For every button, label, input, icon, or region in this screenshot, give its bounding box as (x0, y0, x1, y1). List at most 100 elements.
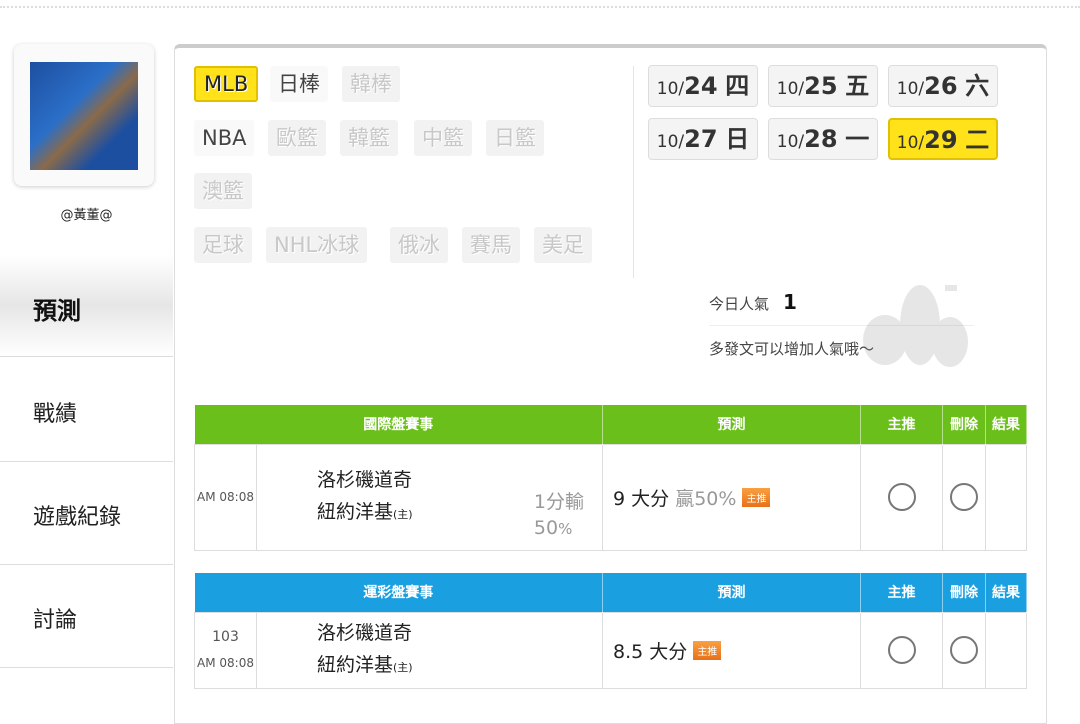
col-header: 國際盤賽事 (194, 405, 603, 444)
col-header: 運彩盤賽事 (194, 573, 603, 612)
popularity-value: 1 (783, 290, 797, 314)
top-border (0, 0, 1080, 8)
sidebar-item-discussion[interactable]: 討論 (0, 566, 173, 668)
teams: 洛杉磯道奇紐約洋基(主) (256, 611, 603, 689)
day: 28 (804, 125, 838, 153)
sport-button[interactable]: 日棒 (270, 66, 328, 102)
weekday: 六 (965, 72, 990, 100)
col-header: 預測 (602, 573, 861, 612)
table-row: 103 AM 08:08 洛杉磯道奇紐約洋基(主) 8.5 大分 主推 (194, 611, 1027, 689)
divider (633, 66, 634, 278)
prediction-text: 8.5 大分 (613, 640, 688, 663)
sidebar-item-game-log[interactable]: 遊戲紀錄 (0, 463, 173, 565)
sport-button[interactable]: 日籃 (486, 120, 544, 156)
weekday: 四 (725, 72, 750, 100)
col-header: 主推 (860, 573, 943, 612)
home-tag: (主) (393, 660, 413, 674)
day: 26 (924, 72, 958, 100)
main-pick-badge: 主推 (693, 640, 722, 660)
avatar-card[interactable] (14, 44, 154, 186)
away-team: 洛杉磯道奇 (317, 468, 413, 491)
col-header: 刪除 (942, 405, 986, 444)
month: 10/ (776, 79, 805, 99)
popularity-hint: 多發文可以增加人氣哦～ (709, 340, 875, 358)
weekday: 二 (965, 126, 990, 154)
main-pick-cell (860, 443, 943, 551)
month: 10/ (656, 132, 685, 152)
sport-button[interactable]: 澳籃 (194, 173, 252, 209)
prediction: 9 大分 贏50% 主推 (602, 443, 861, 551)
date-button[interactable]: 10/25 五 (768, 65, 878, 107)
teams: 洛杉磯道奇紐約洋基(主) 1分輸 50% (256, 443, 603, 551)
sport-button[interactable]: 韓棒 (342, 66, 400, 102)
month: 10/ (776, 132, 805, 152)
handicap-text: 1分輸 (533, 490, 584, 513)
sports-lottery-table: 運彩盤賽事 預測 主推 刪除 結果 103 AM 08:08 洛杉磯道奇 紐約洋基(主) 8… (194, 573, 1027, 689)
delete-cell (942, 443, 986, 551)
sport-button[interactable]: MLB (194, 66, 259, 102)
delete-radio[interactable] (950, 636, 978, 664)
main-pick-cell (860, 611, 943, 689)
date-button[interactable]: 10/29 二 (888, 118, 998, 160)
win-pct: 贏50% (675, 487, 737, 510)
home-team: 紐約洋基 (317, 500, 394, 523)
sidebar-item-record[interactable]: 戰績 (0, 360, 173, 462)
avatar[interactable] (30, 62, 138, 170)
delete-radio[interactable] (950, 483, 978, 511)
result-cell (985, 611, 1027, 689)
month: 10/ (896, 79, 925, 99)
col-header: 結果 (985, 573, 1027, 612)
month: 10/ (896, 133, 925, 153)
sport-button[interactable]: 美足 (534, 227, 592, 263)
col-header: 結果 (985, 405, 1027, 444)
handicap-pct: 50 (533, 516, 559, 539)
date-button[interactable]: 10/26 六 (888, 65, 998, 107)
table-row: AM 08:08 洛杉磯道奇紐約洋基(主) 1分輸 50% 9 大分 贏50% 主… (194, 443, 1027, 551)
date-button[interactable]: 10/24 四 (648, 65, 758, 107)
divider (709, 325, 974, 326)
sport-button[interactable]: 俄冰 (390, 227, 448, 263)
pct-unit: % (558, 519, 573, 538)
handicap: 1分輸 50% (534, 489, 584, 542)
col-header: 預測 (602, 405, 861, 444)
main-pick-radio[interactable] (887, 483, 916, 511)
sport-button[interactable]: 中籃 (414, 120, 472, 156)
col-header: 刪除 (942, 573, 986, 612)
popularity-label: 今日人氣 (709, 295, 770, 313)
main-pick-radio[interactable] (887, 636, 916, 664)
sport-button[interactable]: 歐籃 (268, 120, 326, 156)
away-team: 洛杉磯道奇 (317, 621, 413, 644)
day: 25 (804, 72, 838, 100)
date-button[interactable]: 10/28 一 (768, 118, 878, 160)
delete-cell (942, 611, 986, 689)
sport-button[interactable]: 韓籃 (340, 120, 398, 156)
sport-button[interactable]: 足球 (194, 227, 252, 263)
game-number: 103 (212, 629, 239, 645)
col-header: 主推 (860, 405, 943, 444)
prediction: 8.5 大分 主推 (602, 611, 861, 689)
mascot-icon (863, 285, 968, 367)
game-time: AM 08:08 (197, 656, 254, 670)
popularity: 今日人氣 1 (709, 290, 797, 314)
sidebar-item-predict[interactable]: 預測 (0, 255, 173, 357)
sport-button[interactable]: NHL冰球 (266, 227, 368, 263)
weekday: 一 (845, 125, 870, 153)
main-pick-badge: 主推 (742, 487, 771, 507)
sport-button[interactable]: 賽馬 (462, 227, 520, 263)
intl-table: 國際盤賽事 預測 主推 刪除 結果 AM 08:08 洛杉磯道奇 紐約洋基(主) 1分輸 5… (194, 405, 1027, 551)
weekday: 日 (725, 125, 750, 153)
username: @黃董@ (60, 208, 113, 223)
game-info: 103 AM 08:08 (194, 611, 257, 689)
day: 29 (924, 126, 958, 154)
month: 10/ (656, 79, 685, 99)
day: 27 (684, 125, 718, 153)
sport-button[interactable]: NBA (194, 120, 255, 156)
home-team: 紐約洋基 (317, 653, 394, 676)
game-time: AM 08:08 (194, 443, 257, 551)
home-tag: (主) (393, 507, 413, 521)
day: 24 (684, 72, 718, 100)
prediction-text: 9 大分 (613, 487, 670, 510)
result-cell (985, 443, 1027, 551)
date-button[interactable]: 10/27 日 (648, 118, 758, 160)
weekday: 五 (845, 72, 870, 100)
